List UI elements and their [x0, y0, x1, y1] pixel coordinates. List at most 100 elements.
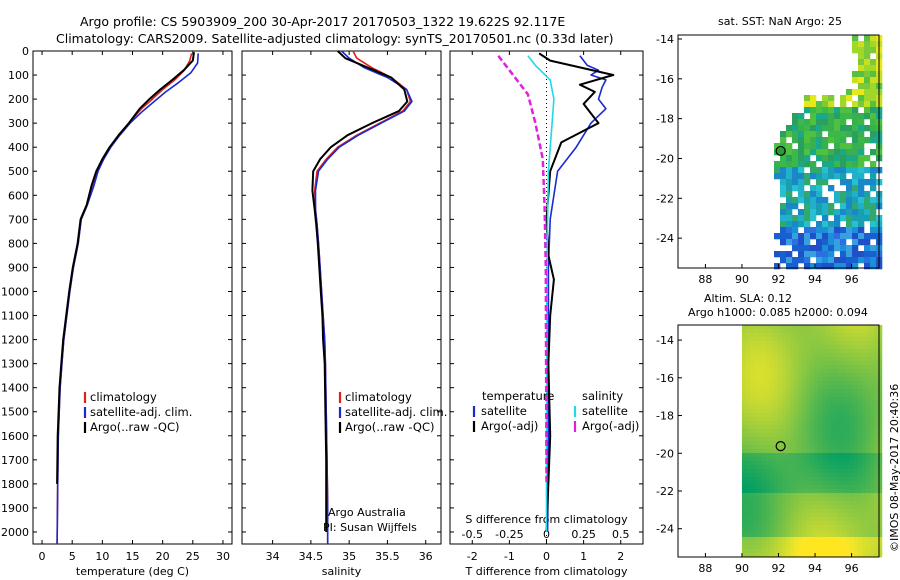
sla-cell: [813, 397, 819, 402]
sla-cell: [745, 345, 751, 350]
sla-cell: [793, 401, 799, 406]
sla-cell: [845, 445, 851, 450]
sla-map-subtitle: Argo h1000: 0.085 h2000: 0.094: [688, 306, 868, 319]
sst-cell: [816, 245, 823, 252]
sst-cell: [822, 227, 829, 234]
sla-cell: [797, 537, 803, 542]
sla-cell: [861, 509, 867, 514]
sla-cell: [789, 485, 795, 490]
sla-cell: [777, 389, 783, 394]
sla-cell: [781, 465, 787, 470]
sst-cell: [804, 263, 811, 270]
sla-cell: [813, 525, 819, 530]
sla-cell: [801, 361, 807, 366]
sla-cell: [825, 369, 831, 374]
sla-cell: [765, 453, 771, 458]
sst-cell: [846, 191, 853, 198]
sla-cell: [785, 501, 791, 506]
sla-cell: [825, 433, 831, 438]
sla-cell: [877, 441, 883, 446]
sst-cell: [810, 203, 817, 210]
sla-cell: [777, 373, 783, 378]
sla-cell: [825, 521, 831, 526]
sla-cell: [829, 353, 835, 358]
sla-cell: [781, 433, 787, 438]
sla-cell: [837, 477, 843, 482]
sst-cell: [870, 71, 877, 78]
sst_map-ytick-label: -24: [656, 232, 674, 245]
sla-cell: [861, 481, 867, 486]
sla-cell: [857, 349, 863, 354]
sla-cell: [749, 501, 755, 506]
sla-cell: [845, 533, 851, 538]
sla-cell: [789, 537, 795, 542]
sla-cell: [833, 369, 839, 374]
sla-cell: [805, 377, 811, 382]
sla-cell: [845, 553, 851, 558]
sla-cell: [761, 425, 767, 430]
sla-cell: [861, 489, 867, 494]
sla-cell: [781, 445, 787, 450]
sla-cell: [865, 421, 871, 426]
sla-cell: [861, 429, 867, 434]
sla-cell: [813, 461, 819, 466]
sla-cell: [761, 421, 767, 426]
sla-cell: [749, 357, 755, 362]
sst-cell: [852, 125, 859, 132]
sla-cell: [865, 405, 871, 410]
sst-cell: [864, 89, 871, 96]
sla-cell: [857, 357, 863, 362]
sla-cell: [845, 501, 851, 506]
sla-cell: [765, 477, 771, 482]
sla-cell: [817, 485, 823, 490]
sla-cell: [773, 485, 779, 490]
sla-cell: [813, 457, 819, 462]
sla-cell: [753, 421, 759, 426]
sst-cell: [774, 161, 781, 168]
sla-cell: [861, 493, 867, 498]
sla-cell: [765, 425, 771, 430]
sla-cell: [829, 533, 835, 538]
sst-cell: [816, 251, 823, 258]
sla_map-argo-marker: [775, 441, 786, 452]
sla-cell: [809, 413, 815, 418]
sst-cell: [792, 263, 799, 270]
sst-cell: [858, 233, 865, 240]
sla-cell: [757, 501, 763, 506]
sla-cell: [861, 393, 867, 398]
sst-cell: [864, 263, 871, 270]
sla-cell: [845, 485, 851, 490]
sla-cell: [741, 533, 747, 538]
sla-cell: [853, 357, 859, 362]
sla-cell: [765, 369, 771, 374]
sla-cell: [869, 481, 875, 486]
sla-cell: [837, 369, 843, 374]
sla-cell: [821, 505, 827, 510]
sla-cell: [769, 473, 775, 478]
sla-cell: [853, 477, 859, 482]
sla-cell: [837, 377, 843, 382]
sla-cell: [757, 485, 763, 490]
sla-cell: [869, 361, 875, 366]
sla-cell: [829, 381, 835, 386]
sla-cell: [793, 521, 799, 526]
salinity-diff-tick-label: 0.25: [571, 528, 596, 541]
sla-cell: [813, 345, 819, 350]
sla-cell: [773, 357, 779, 362]
sst-cell: [852, 47, 859, 54]
sla-cell: [749, 405, 755, 410]
sla-cell: [809, 513, 815, 518]
sla-cell: [845, 413, 851, 418]
sla-cell: [865, 361, 871, 366]
sla-cell: [849, 441, 855, 446]
sla-cell: [813, 413, 819, 418]
sst_map-xtick-label: 92: [772, 273, 786, 286]
sla-cell: [829, 549, 835, 554]
sla-cell: [873, 333, 879, 338]
sla-cell: [857, 457, 863, 462]
sla-cell: [841, 437, 847, 442]
sla-cell: [741, 545, 747, 550]
sla-cell: [793, 509, 799, 514]
sla-cell: [789, 341, 795, 346]
